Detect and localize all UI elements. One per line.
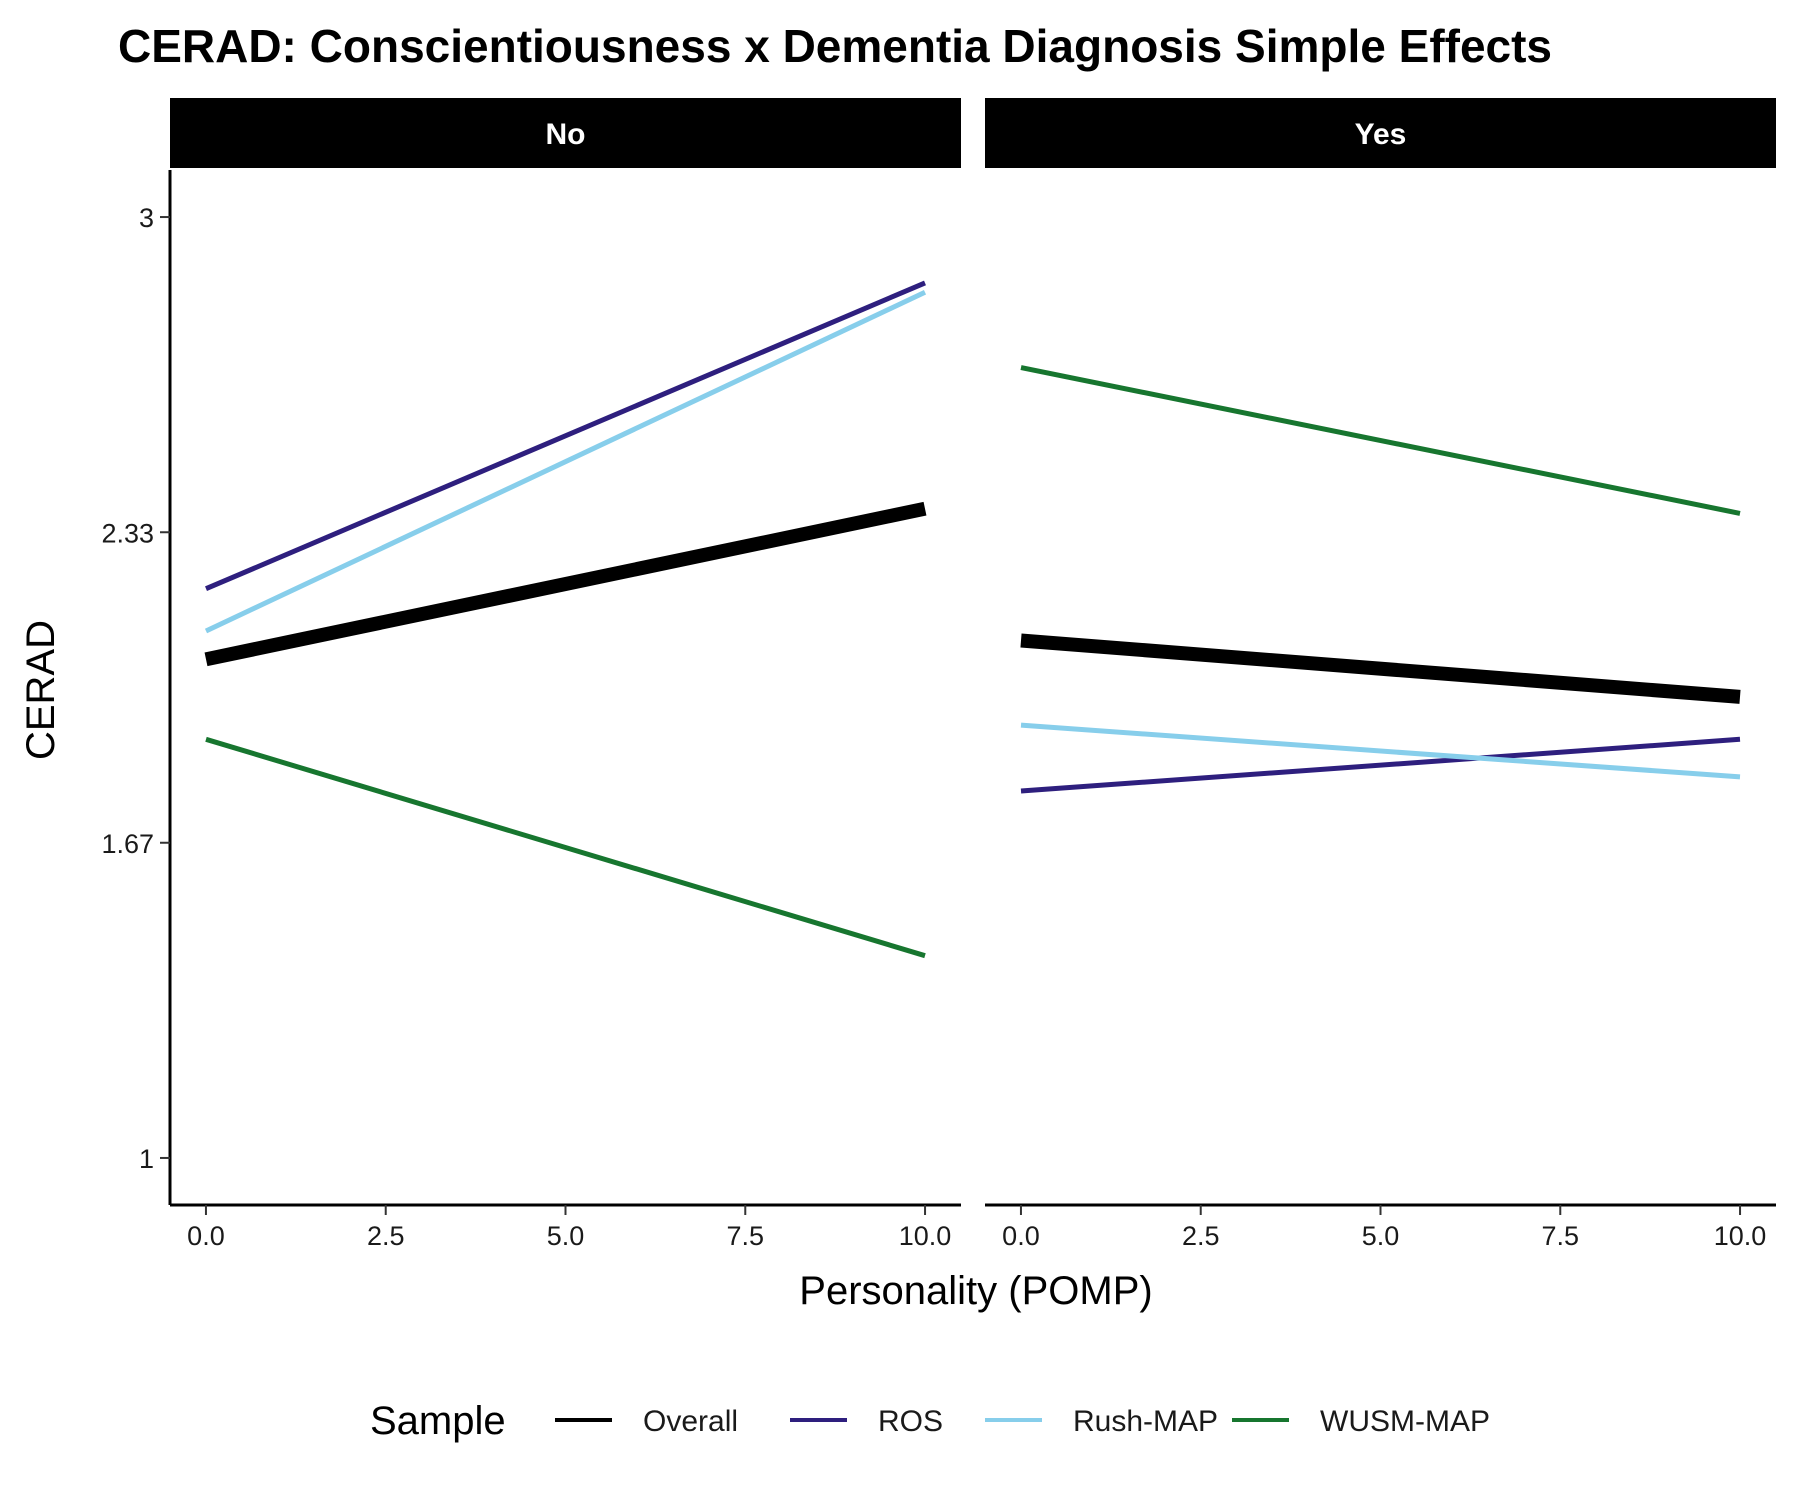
facet-strip (985, 98, 1776, 168)
x-tick-label: 2.5 (1182, 1221, 1220, 1251)
y-axis-title: CERAD (19, 620, 63, 760)
facet-strip-label: No (546, 118, 586, 151)
legend-layer: Overall ROS Rush-MAP WUSM-MAP (555, 1405, 1490, 1438)
x-tick-label: 5.0 (547, 1221, 585, 1251)
series-line-rush-map (204, 290, 927, 634)
y-tick-label: 1.67 (101, 829, 154, 859)
series-line-overall (1020, 633, 1741, 704)
x-tick-label: 7.5 (726, 1221, 764, 1251)
series-line-rush-map (1020, 722, 1741, 780)
x-tick-label: 2.5 (367, 1221, 405, 1251)
facet-strip (170, 98, 961, 168)
legend-title: Sample (370, 1399, 506, 1443)
x-tick-label: 5.0 (1362, 1221, 1400, 1251)
panel-yes: Yes 0.0 2.5 5.0 7.5 10.0 (985, 98, 1776, 1251)
x-tick-label: 0.0 (1002, 1221, 1040, 1251)
x-tick-label: 0.0 (187, 1221, 225, 1251)
legend-label-ros: ROS (878, 1405, 943, 1438)
series-line-overall (204, 501, 927, 667)
chart-title: CERAD: Conscientiousness x Dementia Diag… (118, 20, 1552, 72)
x-axis-title: Personality (POMP) (799, 1269, 1152, 1313)
x-tick-label: 10.0 (899, 1221, 952, 1251)
series-line-wusm-map (205, 736, 926, 959)
legend-label-overall: Overall (643, 1405, 738, 1438)
series-line-ros (1020, 736, 1741, 794)
series-line-ros (205, 280, 926, 592)
facet-strip-label: Yes (1355, 118, 1407, 151)
panels-layer: No 0.0 2.5 5.0 7.5 10.0 1 1.67 2.33 3 Yes 0.0 2.5 5.0… (101, 98, 1776, 1251)
x-tick-label: 7.5 (1541, 1221, 1579, 1251)
legend-label-wusm-map: WUSM-MAP (1320, 1405, 1490, 1438)
y-tick-label: 1 (139, 1144, 154, 1174)
panel-no: No 0.0 2.5 5.0 7.5 10.0 1 1.67 2.33 3 (101, 98, 961, 1251)
x-tick-label: 10.0 (1714, 1221, 1767, 1251)
y-tick-label: 2.33 (101, 518, 154, 548)
legend-label-rush-map: Rush-MAP (1073, 1405, 1218, 1438)
y-tick-label: 3 (139, 203, 154, 233)
series-line-wusm-map (1020, 365, 1741, 516)
